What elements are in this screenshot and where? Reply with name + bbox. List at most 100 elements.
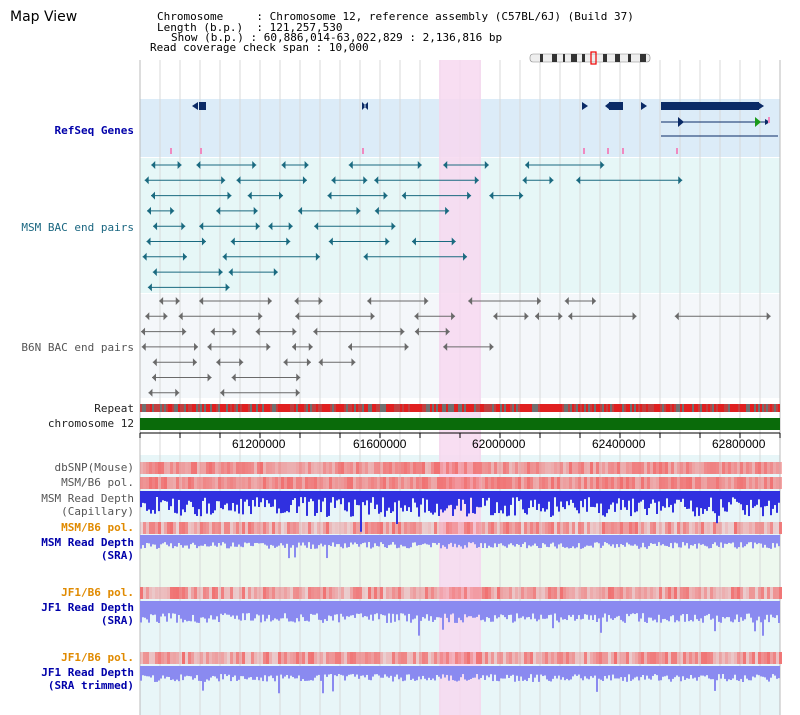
- read-depth-bar: [292, 535, 294, 546]
- read-depth-bar: [626, 535, 628, 543]
- read-depth-bar: [574, 491, 576, 508]
- read-depth-bar: [182, 491, 184, 510]
- read-depth-bar: [722, 491, 724, 508]
- read-depth-bar: [514, 491, 516, 516]
- read-depth-bar: [302, 666, 304, 680]
- polymorphism-cell: [617, 587, 620, 599]
- polymorphism-cell: [161, 462, 164, 474]
- read-depth-bar: [572, 535, 574, 547]
- polymorphism-cell: [293, 462, 296, 474]
- read-depth-bar: [560, 535, 562, 544]
- polymorphism-cell: [491, 587, 494, 599]
- polymorphism-cell: [410, 462, 413, 474]
- polymorphism-cell: [143, 652, 146, 664]
- read-depth-bar: [616, 491, 618, 504]
- polymorphism-cell: [374, 587, 377, 599]
- repeat-element: [152, 404, 154, 412]
- polymorphism-cell: [467, 522, 470, 534]
- read-depth-bar: [544, 535, 546, 545]
- polymorphism-cell: [155, 462, 158, 474]
- read-depth-bar: [624, 535, 626, 547]
- read-depth-bar: [772, 666, 774, 675]
- polymorphism-cell: [572, 522, 575, 534]
- repeat-element: [508, 404, 510, 412]
- polymorphism-cell: [245, 652, 248, 664]
- polymorphism-cell: [650, 522, 653, 534]
- read-depth-bar: [428, 601, 430, 621]
- read-depth-bar: [592, 535, 594, 548]
- read-depth-bar: [614, 666, 616, 679]
- polymorphism-cell: [731, 522, 734, 534]
- read-depth-bar: [378, 601, 380, 620]
- read-depth-bar: [596, 601, 598, 622]
- repeat-element: [176, 404, 178, 412]
- repeat-element: [588, 404, 590, 412]
- axis-tick-label: 62800000: [712, 437, 766, 451]
- read-depth-bar: [302, 491, 304, 504]
- polymorphism-cell: [533, 462, 536, 474]
- repeat-element: [438, 404, 440, 412]
- read-depth-bar: [394, 601, 396, 622]
- read-depth-bar: [502, 666, 504, 679]
- polymorphism-cell: [161, 477, 164, 489]
- polymorphism-cell: [404, 477, 407, 489]
- polymorphism-cell: [305, 522, 308, 534]
- polymorphism-cell: [329, 652, 332, 664]
- read-depth-bar: [470, 601, 472, 617]
- polymorphism-cell: [353, 477, 356, 489]
- polymorphism-cell: [629, 652, 632, 664]
- polymorphism-cell: [602, 652, 605, 664]
- read-depth-bar: [196, 491, 198, 516]
- polymorphism-cell: [170, 522, 173, 534]
- read-depth-bar: [404, 601, 406, 616]
- polymorphism-cell: [383, 522, 386, 534]
- polymorphism-cell: [509, 462, 512, 474]
- read-depth-bar: [492, 491, 494, 516]
- repeat-element: [228, 404, 230, 412]
- read-depth-bar: [680, 535, 682, 548]
- read-depth-bar: [194, 666, 196, 679]
- polymorphism-cell: [251, 652, 254, 664]
- b6n-bac-pair-end: [568, 312, 573, 321]
- read-depth-bar: [208, 535, 210, 547]
- polymorphism-cell: [257, 652, 260, 664]
- read-depth-bar: [432, 535, 434, 543]
- read-depth-bar: [572, 601, 574, 615]
- read-depth-bar: [324, 491, 326, 498]
- polymorphism-cell: [560, 652, 563, 664]
- ideogram-band: [640, 54, 646, 62]
- read-depth-bar: [152, 491, 154, 510]
- read-depth-bar: [720, 535, 722, 543]
- polymorphism-cell: [704, 652, 707, 664]
- label-msm-pol-2: MSM/B6 pol.: [61, 521, 134, 534]
- read-depth-bar: [326, 491, 328, 517]
- msm-bac-pair-end: [304, 161, 309, 169]
- read-depth-bar: [428, 666, 430, 678]
- b6n-bac-pair-end: [414, 327, 419, 336]
- polymorphism-cell: [509, 477, 512, 489]
- polymorphism-cell: [539, 652, 542, 664]
- polymorphism-cell: [551, 522, 554, 534]
- read-depth-bar: [504, 535, 506, 547]
- repeat-element: [708, 404, 710, 412]
- read-depth-bar: [240, 666, 242, 677]
- polymorphism-cell: [635, 652, 638, 664]
- read-depth-bar: [216, 535, 218, 547]
- polymorphism-cell: [554, 587, 557, 599]
- repeat-element: [730, 404, 732, 412]
- polymorphism-cell: [635, 462, 638, 474]
- read-depth-bar: [512, 666, 514, 675]
- read-depth-bar: [776, 666, 778, 679]
- read-depth-bar: [226, 491, 228, 504]
- polymorphism-cell: [539, 462, 542, 474]
- read-depth-bar: [338, 535, 340, 545]
- read-depth-bar: [504, 666, 506, 679]
- gene-arrow: [641, 102, 647, 110]
- read-depth-bar: [336, 601, 338, 615]
- read-depth-bar: [538, 491, 540, 504]
- repeat-element: [268, 404, 270, 412]
- polymorphism-cell: [290, 462, 293, 474]
- read-depth-bar: [494, 535, 496, 544]
- polymorphism-cell: [320, 522, 323, 534]
